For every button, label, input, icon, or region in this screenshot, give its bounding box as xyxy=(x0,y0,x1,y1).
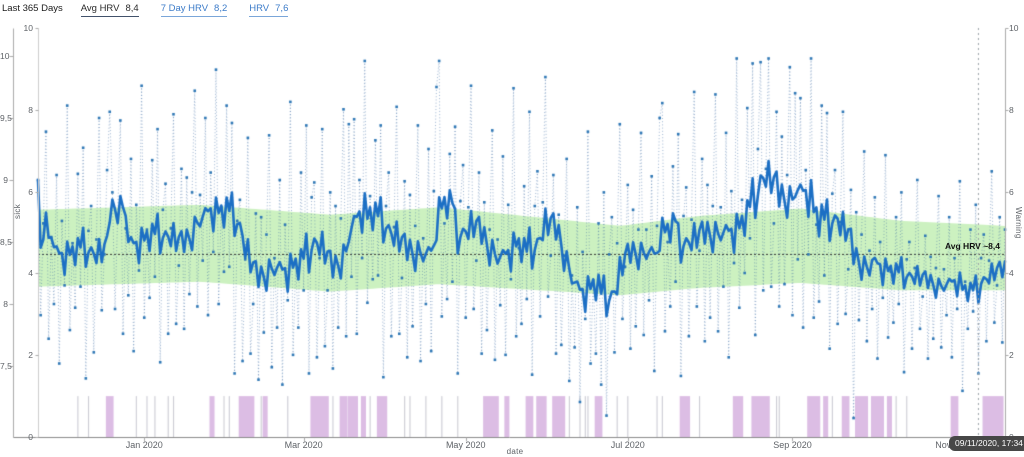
tab-avg-hrv-value: 8,4 xyxy=(125,3,139,14)
tab-7day-hrv[interactable]: 7 Day HRV 8,2 xyxy=(160,3,228,17)
tab-avg-hrv[interactable]: Avg HRV 8,4 xyxy=(80,3,139,17)
tab-7day-hrv-value: 8,2 xyxy=(214,3,228,14)
date-tooltip-badge: 09/11/2020, 17:34 xyxy=(949,436,1024,451)
date-tooltip-text: 09/11/2020, 17:34 xyxy=(955,438,1023,448)
date-range-label: Last 365 Days xyxy=(2,3,63,14)
tab-hrv-value: 7,6 xyxy=(275,3,289,14)
tab-7day-hrv-label: 7 Day HRV xyxy=(160,3,209,14)
tab-hrv[interactable]: HRV 7,6 xyxy=(249,3,289,17)
tab-hrv-label: HRV xyxy=(249,3,270,14)
tab-avg-hrv-label: Avg HRV xyxy=(80,3,120,14)
header-bar: Last 365 Days Avg HRV 8,4 7 Day HRV 8,2 HR… xyxy=(2,3,310,17)
